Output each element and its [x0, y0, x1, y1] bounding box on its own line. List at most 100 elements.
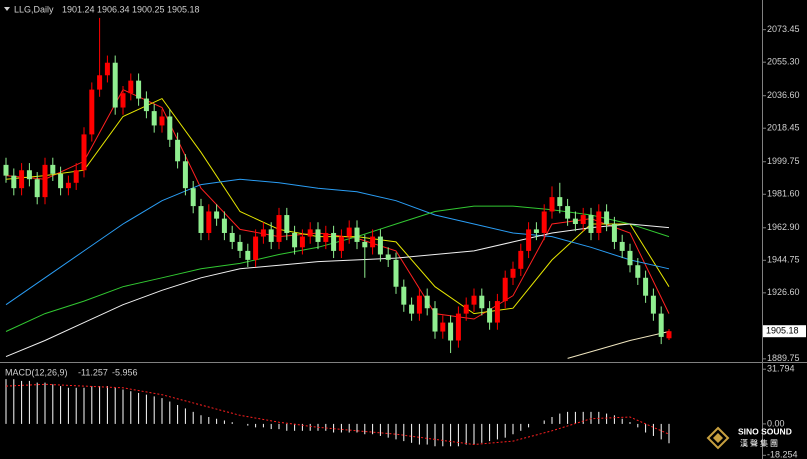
candle-body	[34, 179, 40, 198]
header-open: 1901.24	[62, 4, 95, 14]
y-tick-label: 1944.75	[767, 255, 800, 265]
candle-body	[370, 236, 376, 248]
candle-body	[89, 89, 95, 135]
candle-body	[440, 322, 446, 332]
candle-body	[299, 236, 305, 248]
candle-body	[658, 313, 664, 337]
candle-body	[229, 232, 235, 242]
y-tick-label: 2055.30	[767, 57, 800, 67]
candle-body	[432, 308, 438, 332]
header-close: 1905.18	[167, 4, 200, 14]
candle-body	[565, 206, 571, 219]
candle-body	[221, 218, 227, 233]
candle-body	[198, 206, 204, 233]
symbol: LLG,Daily	[14, 4, 54, 14]
y-tick-label: 1999.75	[767, 156, 800, 166]
candle-body	[650, 295, 656, 314]
candle-body	[338, 236, 344, 251]
candle-body	[494, 301, 500, 323]
candle-body	[11, 175, 17, 189]
candle-body	[526, 229, 532, 251]
price-marker-box	[763, 325, 806, 338]
header-low: 1900.25	[132, 4, 165, 14]
candle-body	[292, 232, 298, 248]
y-tick-label: 1926.60	[767, 287, 800, 297]
y-tick-label: 31.794	[767, 364, 795, 374]
candle-body	[346, 227, 352, 237]
candle-body	[409, 304, 415, 314]
candle-body	[479, 295, 485, 309]
candle-body	[385, 254, 391, 260]
y-tick-label: 2036.60	[767, 90, 800, 100]
y-tick-label: -18.254	[767, 450, 798, 459]
moving-average	[5, 97, 670, 315]
candle-body	[401, 286, 407, 305]
candle-body	[455, 313, 461, 341]
watermark-text: SINO SOUND	[738, 426, 792, 436]
candle-body	[323, 232, 329, 242]
candle-body	[635, 265, 641, 278]
candle-body	[73, 170, 79, 183]
candle-body	[97, 75, 103, 90]
candle-body	[643, 277, 649, 296]
candle-body	[471, 295, 477, 305]
candle-body	[604, 211, 610, 225]
candle-body	[276, 215, 282, 242]
candle-body	[65, 182, 71, 189]
signal-value: -5.956	[112, 367, 138, 377]
candle-body	[627, 250, 633, 266]
macd-value: -11.257	[78, 367, 108, 377]
candle-body	[237, 241, 243, 251]
candle-body	[541, 211, 547, 233]
candle-body	[50, 164, 56, 174]
y-tick-label: 2073.45	[767, 24, 800, 34]
y-tick-label: 0.00	[767, 418, 785, 428]
moving-average	[5, 205, 670, 332]
candle-body	[214, 211, 220, 219]
candle-body	[284, 215, 290, 233]
candle-body	[159, 116, 165, 126]
y-tick-label: 2018.45	[767, 123, 800, 133]
moving-average	[5, 223, 670, 358]
candle-body	[26, 170, 32, 180]
menu-arrow	[4, 7, 10, 11]
y-tick-label: 1962.90	[767, 222, 800, 232]
candle-body	[182, 161, 188, 189]
candle-body	[315, 229, 321, 242]
candle-body	[167, 116, 173, 140]
candle-body	[580, 215, 586, 225]
candle-body	[307, 229, 313, 237]
candle-body	[120, 93, 126, 108]
candle-body	[128, 80, 134, 94]
candle-body	[331, 232, 337, 251]
candle-body	[206, 211, 212, 233]
candle-body	[549, 197, 555, 212]
candle-body	[268, 229, 274, 242]
candle-body	[143, 98, 149, 112]
candle-body	[190, 188, 196, 207]
macd-label: MACD(12,26,9)	[5, 367, 68, 377]
candle-body	[518, 250, 524, 269]
candle-body	[596, 211, 602, 233]
candle-body	[151, 111, 157, 126]
candle-body	[377, 236, 383, 255]
watermark-subtext: 漢聲集團	[740, 438, 780, 448]
candle-body	[58, 173, 64, 189]
current-price: 1905.18	[766, 326, 799, 336]
candle-body	[487, 308, 493, 323]
candle-body	[260, 229, 266, 237]
watermark-logo	[706, 426, 730, 450]
candle-body	[588, 215, 594, 233]
moving-average	[567, 331, 670, 359]
candle-body	[362, 241, 368, 248]
moving-average	[5, 178, 670, 306]
candle-body	[448, 322, 454, 341]
candle-body	[81, 134, 87, 171]
candle-body	[666, 331, 672, 339]
candle-body	[112, 62, 118, 108]
candle-body	[354, 227, 360, 242]
candle-body	[611, 224, 617, 242]
